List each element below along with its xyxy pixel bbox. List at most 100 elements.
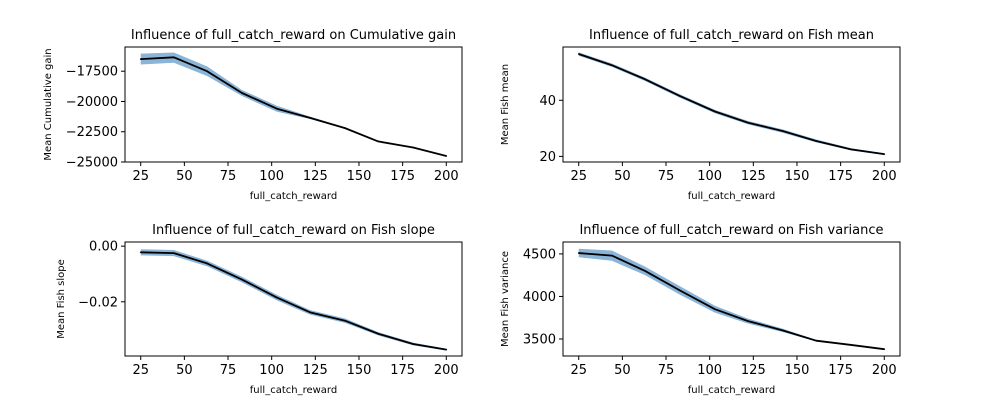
data-point <box>679 289 681 292</box>
x-axis-label: full_catch_reward <box>250 385 337 396</box>
mean-line <box>140 251 447 351</box>
data-point <box>644 78 646 81</box>
data-point <box>782 329 784 332</box>
data-point <box>241 278 243 281</box>
data-point <box>445 155 448 157</box>
y-axis-label: Mean Cumulative gain <box>43 48 54 160</box>
x-tick-label: 125 <box>741 363 766 378</box>
x-tick-label: 50 <box>614 363 631 378</box>
y-tick-label: 20 <box>539 150 556 165</box>
x-tick-label: 25 <box>132 363 149 378</box>
y-axis-label: Mean Fish variance <box>500 251 511 347</box>
x-tick-label: 150 <box>785 363 810 378</box>
chart-title: Influence of full_catch_reward on Fish s… <box>152 223 435 238</box>
mean-line <box>578 53 885 156</box>
confidence-band <box>140 52 447 157</box>
data-point <box>850 344 852 346</box>
data-point <box>377 332 379 335</box>
data-point <box>644 270 646 272</box>
data-point <box>445 348 448 351</box>
y-tick-label: −22500 <box>66 125 118 140</box>
y-axis-label: Mean Fish slope <box>56 259 67 339</box>
subplot-1: 25 50 75 100 125 150 175 200 −25000 −22500 −20000 −… <box>43 28 463 202</box>
x-tick-label: 75 <box>658 169 675 184</box>
y-tick-label: −25000 <box>66 156 118 171</box>
data-point <box>139 58 142 60</box>
y-tick-label: 40 <box>539 94 556 109</box>
data-point <box>815 339 817 342</box>
subplot-3: 25 50 75 100 125 150 175 200 −0.02 0.00 Influence … <box>56 223 463 396</box>
chart-title: Influence of full_catch_reward on Fish m… <box>589 28 874 43</box>
x-tick-label: 175 <box>828 363 853 378</box>
y-tick-label: 4000 <box>523 290 556 305</box>
data-point <box>714 308 716 311</box>
data-point <box>309 311 311 314</box>
x-tick-label: 100 <box>259 363 284 378</box>
data-point <box>714 110 716 113</box>
data-point <box>747 320 749 322</box>
x-tick-label: 200 <box>434 169 459 184</box>
data-point <box>747 121 749 124</box>
x-tick-label: 175 <box>828 169 853 184</box>
y-axis-label: Mean Fish mean <box>500 64 511 145</box>
y-tick-label: 3500 <box>523 332 556 347</box>
axes-frame <box>562 241 901 357</box>
confidence-band <box>578 248 885 350</box>
y-tick-label: −20000 <box>66 95 118 110</box>
confidence-band <box>140 249 447 351</box>
axes-frame <box>562 46 901 163</box>
data-point <box>412 343 414 345</box>
data-point <box>883 153 886 155</box>
mean-line <box>140 56 447 157</box>
data-point <box>611 64 613 67</box>
x-tick-label: 150 <box>785 169 810 184</box>
x-tick-label: 175 <box>390 363 415 378</box>
x-tick-label: 200 <box>872 363 897 378</box>
data-point <box>679 95 681 97</box>
x-tick-label: 175 <box>390 169 415 184</box>
x-tick-label: 125 <box>741 169 766 184</box>
x-tick-label: 100 <box>697 363 722 378</box>
axes-frame <box>124 46 463 163</box>
x-tick-label: 25 <box>132 169 149 184</box>
chart-title: Influence of full_catch_reward on Fish v… <box>579 223 883 238</box>
x-tick-label: 200 <box>872 169 897 184</box>
data-point <box>577 53 580 55</box>
data-point <box>377 140 379 143</box>
y-tick-label: −0.02 <box>78 295 118 310</box>
x-tick-label: 50 <box>614 169 631 184</box>
data-point <box>344 127 346 129</box>
data-point <box>241 92 243 94</box>
x-tick-label: 50 <box>176 169 193 184</box>
axes-frame <box>124 241 463 357</box>
x-axis-label: full_catch_reward <box>688 191 775 202</box>
x-tick-label: 75 <box>220 169 237 184</box>
x-tick-label: 75 <box>220 363 237 378</box>
data-point <box>309 117 311 119</box>
data-point <box>611 254 613 257</box>
data-point <box>173 252 175 254</box>
subplot-2: 25 50 75 100 125 150 175 200 20 40 Influence of fu… <box>500 28 901 202</box>
x-tick-label: 200 <box>434 363 459 378</box>
data-point <box>815 140 817 142</box>
y-tick-label: 0.00 <box>89 240 118 255</box>
data-point <box>276 107 278 110</box>
x-tick-label: 50 <box>176 363 193 378</box>
confidence-band <box>578 52 885 155</box>
x-tick-label: 150 <box>347 363 372 378</box>
x-tick-label: 150 <box>347 169 372 184</box>
x-tick-label: 100 <box>259 169 284 184</box>
x-tick-label: 75 <box>658 363 675 378</box>
data-point <box>850 148 852 151</box>
data-point <box>276 296 278 299</box>
x-axis-label: full_catch_reward <box>688 385 775 396</box>
data-point <box>883 348 886 350</box>
x-tick-label: 125 <box>303 169 328 184</box>
data-point <box>206 262 208 265</box>
x-axis-label: full_catch_reward <box>250 191 337 202</box>
x-tick-label: 25 <box>570 169 587 184</box>
data-point <box>344 319 346 322</box>
data-point <box>577 252 580 254</box>
x-tick-label: 125 <box>303 363 328 378</box>
